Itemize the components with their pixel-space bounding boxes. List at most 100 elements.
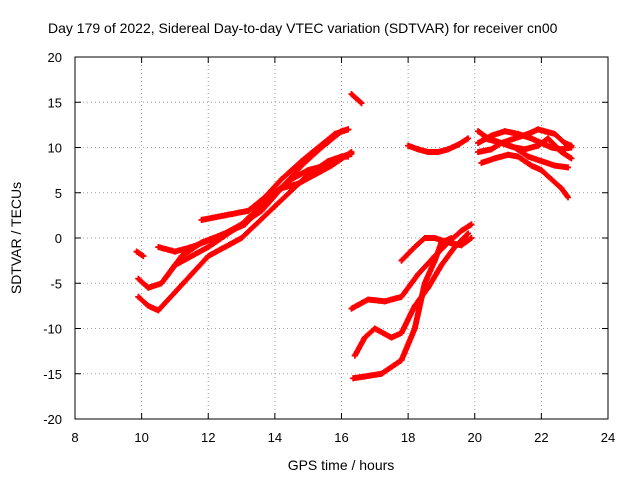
data-point: [145, 284, 152, 291]
y-tick-label: -5: [50, 276, 62, 291]
data-point: [345, 153, 352, 160]
data-point: [158, 280, 165, 287]
data-point: [398, 293, 405, 300]
data-point: [565, 164, 572, 171]
x-tick-label: 16: [334, 430, 348, 445]
data-point: [348, 305, 355, 312]
data-point: [350, 375, 357, 382]
data-point: [498, 139, 505, 146]
data-point: [411, 244, 418, 251]
data-point: [188, 271, 195, 278]
x-tick-label: 20: [468, 430, 482, 445]
y-tick-label: 15: [48, 95, 62, 110]
data-point: [468, 235, 475, 241]
data-point: [371, 325, 378, 332]
data-point: [515, 153, 522, 160]
series-markers: [133, 248, 147, 260]
data-point: [478, 159, 485, 166]
data-point: [475, 139, 482, 146]
data-point: [448, 235, 455, 241]
data-point: [155, 307, 162, 314]
data-point: [458, 242, 465, 249]
data-point: [415, 146, 422, 153]
x-tick-label: 12: [201, 430, 215, 445]
data-point: [135, 275, 142, 282]
data-point: [398, 330, 405, 337]
data-point: [145, 302, 152, 309]
data-point: [568, 142, 575, 149]
data-point: [525, 130, 532, 137]
data-point: [548, 144, 555, 151]
x-tick-label: 10: [134, 430, 148, 445]
data-point: [238, 235, 245, 241]
data-point: [445, 239, 452, 246]
data-point: [565, 194, 572, 201]
data-point: [501, 128, 508, 135]
data-point: [305, 167, 312, 174]
data-point: [221, 212, 228, 219]
data-point: [135, 293, 142, 300]
data-point: [321, 162, 328, 169]
y-tick-label: 20: [48, 50, 62, 65]
data-point: [348, 150, 355, 157]
data-point: [455, 141, 462, 148]
series-markers: [135, 150, 355, 314]
data-point: [431, 257, 438, 264]
data-point: [491, 155, 498, 162]
series-arc-a: [133, 248, 147, 260]
data-point: [388, 334, 395, 341]
data-point: [178, 253, 185, 260]
data-point: [458, 227, 465, 234]
data-point: [538, 167, 545, 174]
data-point: [298, 158, 305, 165]
chart-title: Day 179 of 2022, Sidereal Day-to-day VTE…: [48, 20, 558, 36]
data-point: [465, 230, 472, 237]
series-arc-l: [405, 135, 472, 156]
data-point: [558, 146, 565, 153]
data-point: [238, 221, 245, 228]
data-point: [198, 239, 205, 246]
data-point: [398, 357, 405, 364]
y-tick-label: -20: [43, 412, 62, 427]
data-point: [551, 130, 558, 137]
data-point: [221, 230, 228, 237]
data-point: [538, 158, 545, 165]
data-point: [475, 128, 482, 135]
y-tick-label: -10: [43, 322, 62, 337]
x-axis-label: GPS time / hours: [288, 457, 395, 473]
x-tick-label: 14: [268, 430, 282, 445]
y-tick-label: -15: [43, 367, 62, 382]
data-point: [568, 155, 575, 162]
data-point: [365, 296, 372, 303]
x-tick-label: 8: [71, 430, 78, 445]
y-axis-label: SDTVAR / TECUs: [8, 182, 24, 294]
data-point: [415, 271, 422, 278]
series-arc-o: [478, 151, 572, 201]
y-tick-label: 5: [55, 186, 62, 201]
data-point: [345, 126, 352, 133]
series-arc-i: [350, 235, 455, 382]
data-point: [361, 373, 368, 380]
series-arc-j: [351, 230, 472, 359]
data-point: [528, 162, 535, 169]
series-arc-f: [198, 126, 352, 223]
data-point: [551, 162, 558, 169]
data-point: [445, 146, 452, 153]
data-point: [545, 135, 552, 142]
data-point: [271, 203, 278, 210]
data-point: [475, 149, 482, 156]
data-point: [535, 126, 542, 133]
series-arc-q: [481, 135, 572, 171]
data-point: [525, 153, 532, 160]
data-point: [315, 144, 322, 151]
data-point: [278, 176, 285, 183]
data-point: [425, 284, 432, 291]
data-point: [511, 135, 518, 142]
data-point: [411, 302, 418, 309]
data-point: [348, 91, 355, 98]
data-point: [481, 135, 488, 142]
data-point: [465, 135, 472, 142]
data-point: [421, 235, 428, 241]
data-point: [133, 248, 140, 255]
data-point: [171, 248, 178, 255]
